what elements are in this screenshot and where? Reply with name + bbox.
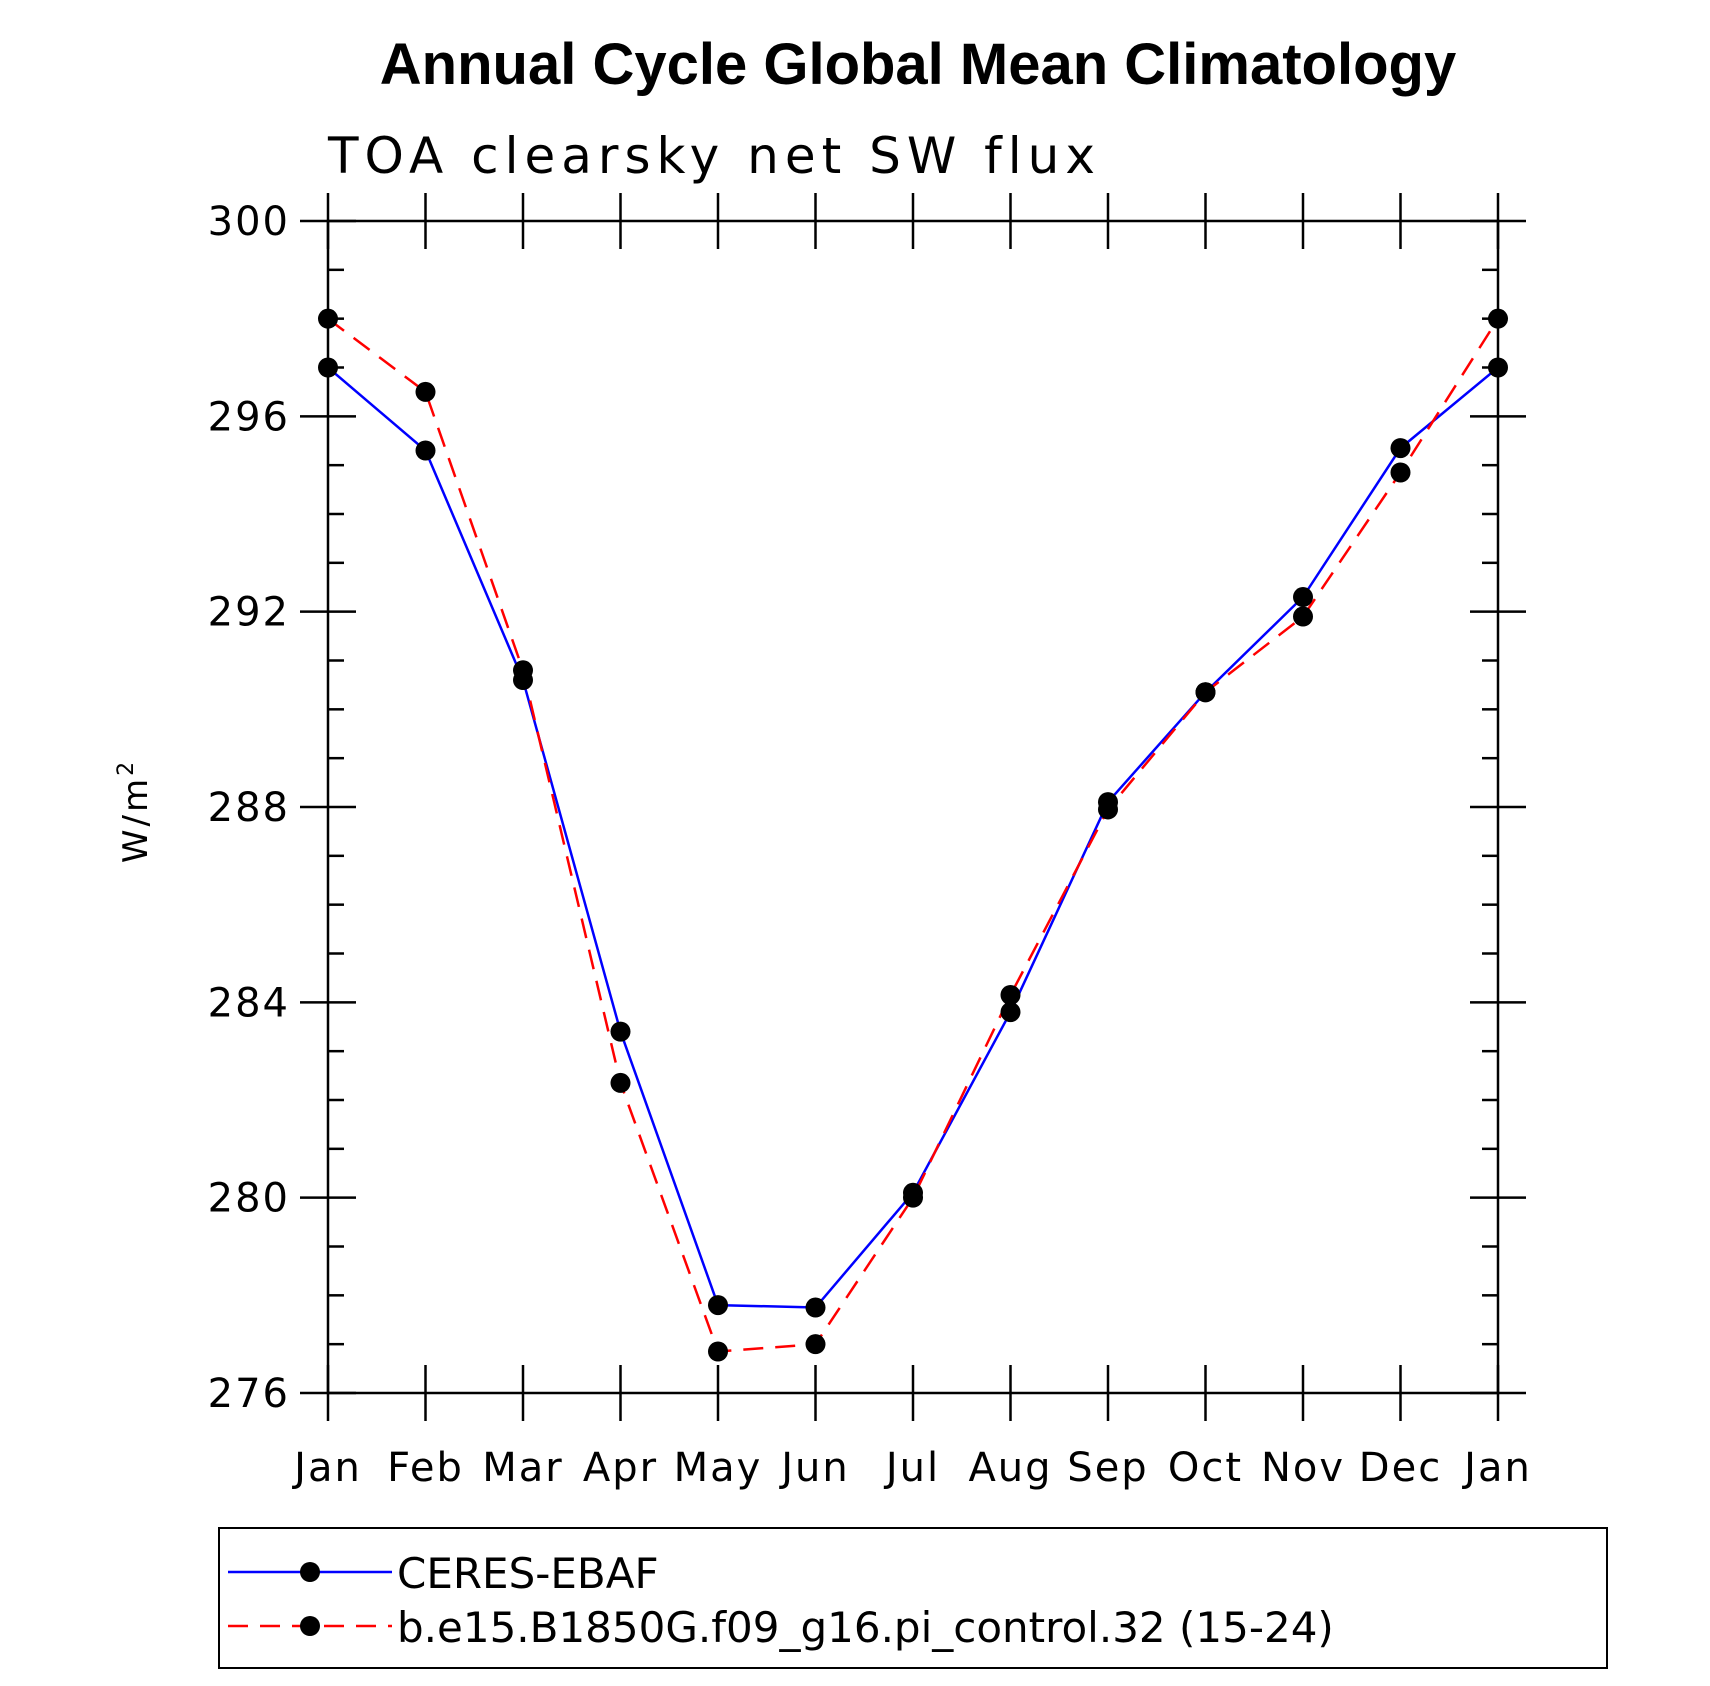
data-point-series-0 <box>610 1021 631 1042</box>
y-tick-label: 280 <box>208 1176 290 1222</box>
series-layer <box>318 308 1508 1362</box>
legend-label-ceres-ebaf: CERES-EBAF <box>397 1549 659 1598</box>
data-point-series-0 <box>318 357 338 378</box>
x-tick-label: May <box>674 1445 763 1491</box>
data-point-series-0 <box>1390 438 1411 459</box>
x-tick-label: Sep <box>1067 1445 1148 1491</box>
data-point-series-1 <box>805 1334 826 1355</box>
legend-box <box>218 1527 1608 1669</box>
x-tick-label: Oct <box>1168 1445 1243 1491</box>
data-point-series-1 <box>1488 308 1508 329</box>
x-tick-label: Jan <box>291 1445 362 1491</box>
data-point-series-0 <box>415 440 436 461</box>
y-axis-label-unit: W/m <box>116 776 156 863</box>
data-point-series-1 <box>1293 606 1313 627</box>
x-tick-label: Jun <box>778 1445 850 1491</box>
y-axis-label-exponent: 2 <box>114 759 139 776</box>
x-tick-label: Mar <box>482 1445 563 1491</box>
tick-labels: 276 280 284 288 292 296 300 Jan Feb Mar Apr May Jun J… <box>208 199 1532 1491</box>
data-point-series-1 <box>708 1341 728 1362</box>
chart-title: Annual Cycle Global Mean Climatology <box>380 32 1456 97</box>
data-point-series-1 <box>1000 985 1021 1006</box>
data-point-series-1 <box>1390 462 1411 483</box>
svg-text:W/m2: W/m2 <box>114 759 156 863</box>
legend-label-model: b.e15.B1850G.f09_g16.pi_control.32 (15-2… <box>397 1603 1334 1652</box>
y-tick-label: 276 <box>208 1371 290 1417</box>
y-tick-label: 292 <box>208 590 290 636</box>
data-point-series-0 <box>1000 1002 1021 1023</box>
data-point-series-0 <box>1488 357 1508 378</box>
x-tick-label: Jul <box>883 1445 940 1491</box>
x-tick-label: Aug <box>968 1445 1052 1491</box>
data-point-series-1 <box>1098 799 1118 820</box>
data-point-series-1 <box>610 1072 631 1093</box>
y-tick-label: 284 <box>208 980 290 1026</box>
legend-marker-model <box>300 1616 320 1636</box>
data-point-series-1 <box>318 308 338 329</box>
data-point-series-1 <box>415 381 436 402</box>
data-point-series-1 <box>513 660 533 681</box>
x-tick-label: Dec <box>1359 1445 1442 1491</box>
data-point-series-0 <box>1293 587 1313 608</box>
plot-frame <box>326 219 1500 1395</box>
legend-marker-ceres-ebaf <box>300 1562 320 1582</box>
data-point-series-1 <box>1195 682 1216 703</box>
data-point-series-0 <box>805 1297 826 1318</box>
x-tick-label: Jan <box>1461 1445 1532 1491</box>
y-tick-label: 288 <box>208 785 290 831</box>
data-point-series-1 <box>903 1187 923 1208</box>
y-tick-label: 296 <box>208 394 290 440</box>
chart-subtitle: TOA clearsky net SW flux <box>327 127 1101 185</box>
x-tick-label: Feb <box>387 1445 464 1491</box>
legend: CERES-EBAF b.e15.B1850G.f09_g16.pi_contr… <box>218 1527 1608 1669</box>
x-tick-label: Nov <box>1261 1445 1345 1491</box>
y-axis-label: W/m2 <box>114 759 156 863</box>
data-point-series-0 <box>708 1295 728 1316</box>
axis-ticks <box>300 193 1526 1421</box>
series-line-0 <box>327 366 1499 1309</box>
y-tick-label: 300 <box>208 199 290 245</box>
x-tick-label: Apr <box>583 1445 658 1491</box>
